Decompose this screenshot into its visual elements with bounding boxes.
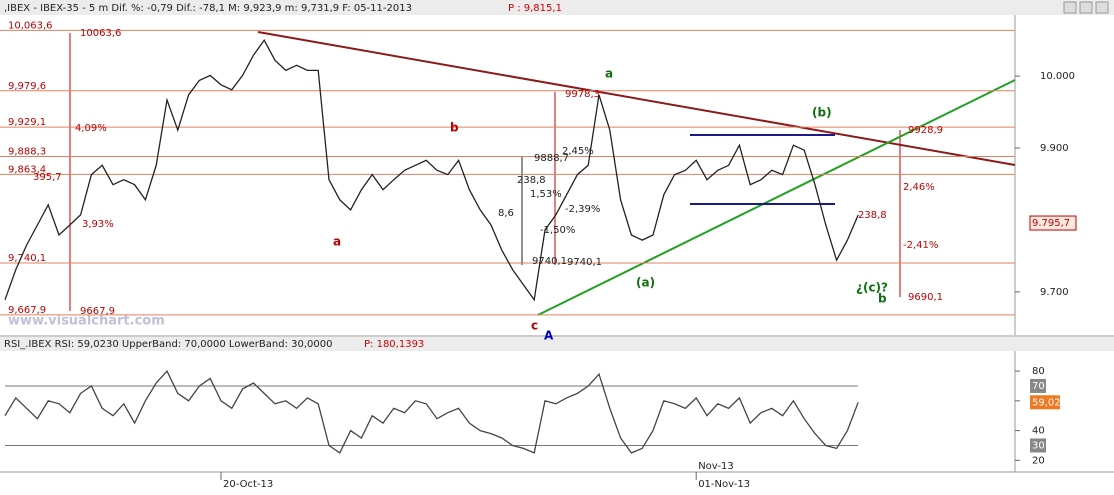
- annotation: 395,7: [33, 172, 62, 183]
- header-text: ,IBEX - IBEX-35 - 5 m Dif. %: -0,79 Dif.…: [4, 3, 412, 14]
- band-tag-label: 30: [1032, 440, 1045, 451]
- annotation: 9740,1: [567, 257, 602, 268]
- y-tick-label: 9.700: [1040, 287, 1069, 298]
- level-label: 9,979,6: [8, 81, 46, 92]
- x-tick-label: 01-Nov-13: [698, 479, 750, 490]
- watermark: www.visualchart.com: [8, 314, 165, 329]
- annotation: -2,41%: [903, 240, 938, 251]
- annotation: 9690,1: [908, 292, 943, 303]
- x-tick-label: 20-Oct-13: [223, 479, 273, 490]
- rsi-header-bar: [0, 337, 1114, 351]
- level-label: 9,863,4: [8, 164, 46, 175]
- annotation: 2,45%: [562, 146, 594, 157]
- annotation: 9667,9: [80, 306, 115, 317]
- annotation: a: [333, 235, 341, 249]
- annotation: 9978,3: [565, 89, 600, 100]
- close-button[interactable]: [1095, 1, 1109, 14]
- annotation: c: [531, 319, 538, 333]
- annotation: -2,39%: [565, 204, 600, 215]
- annotation: 9928,9: [908, 125, 943, 136]
- annotation: (a): [636, 276, 655, 290]
- annotation: 9888,7: [534, 153, 569, 164]
- minimize-button[interactable]: [1063, 1, 1077, 14]
- last-value-tag: [1029, 215, 1077, 231]
- annotation: A: [544, 329, 554, 343]
- annotation: 238,8: [517, 175, 546, 186]
- annotation: 10063,6: [80, 28, 121, 39]
- header-price: P : 9,815,1: [508, 3, 562, 14]
- month-label: Nov-13: [698, 461, 734, 472]
- annotation: ¿(c)?: [856, 281, 888, 295]
- price-line: [4, 369, 859, 454]
- level-label: 9,740,1: [8, 253, 46, 264]
- annotation: 1,53%: [530, 189, 562, 200]
- level-label: 9,888,3: [8, 146, 46, 157]
- annotation: a: [605, 67, 613, 81]
- annotation: 238,8: [858, 210, 887, 221]
- y-tick-label: 20: [1032, 455, 1045, 466]
- band-tag-label: 70: [1032, 381, 1045, 392]
- y-tick-label: 9.900: [1040, 143, 1069, 154]
- trend-line: [537, 79, 1016, 316]
- annotation: (b): [812, 106, 832, 120]
- band-tag: [1030, 378, 1046, 393]
- level-label: 10,063,6: [8, 20, 53, 31]
- band-tag: [1030, 438, 1046, 453]
- annotation: 9740,1: [532, 256, 567, 267]
- y-tick-label: 10.000: [1040, 71, 1075, 82]
- level-label: 9,667,9: [8, 305, 46, 316]
- annotation: b: [878, 292, 887, 306]
- annotation: 3,93%: [82, 219, 114, 230]
- annotation: 2,46%: [903, 182, 935, 193]
- last-value-tag: [1030, 395, 1060, 410]
- maximize-button[interactable]: [1079, 1, 1093, 14]
- y-tick-label: 80: [1032, 366, 1045, 377]
- level-label: 9,929,1: [8, 117, 46, 128]
- price-line: [4, 38, 859, 302]
- annotation: -1,50%: [540, 225, 575, 236]
- y-tick-label: 40: [1032, 426, 1045, 437]
- last-value-label: 59,02: [1032, 397, 1061, 408]
- rsi-header-price: P: 180,1393: [364, 339, 424, 350]
- last-value-label: 9.795,7: [1032, 218, 1070, 229]
- rsi-header-text: RSI_.IBEX RSI: 59,0230 UpperBand: 70,000…: [4, 339, 332, 350]
- annotation: 4,09%: [75, 123, 107, 134]
- annotation: 8,6: [498, 208, 514, 219]
- annotation: b: [450, 121, 459, 135]
- header-bar: [0, 0, 1114, 15]
